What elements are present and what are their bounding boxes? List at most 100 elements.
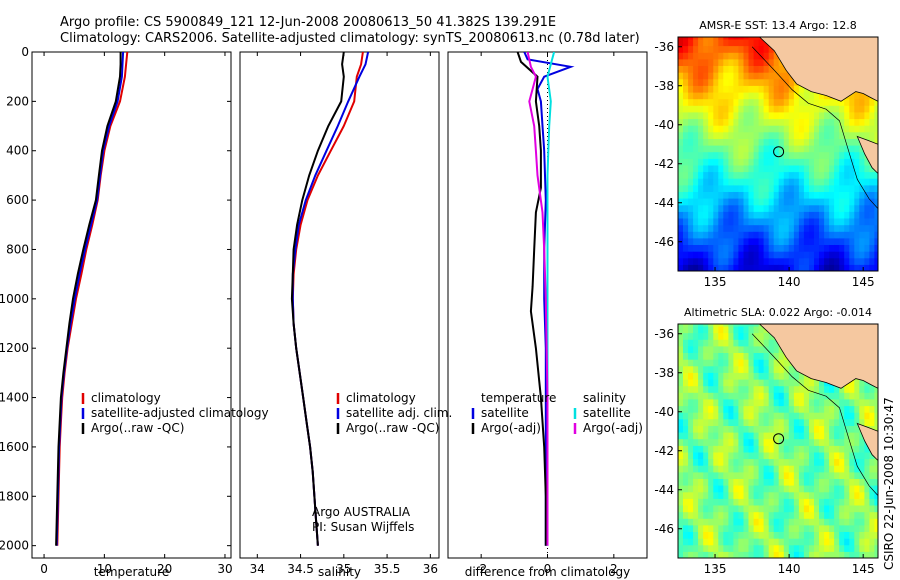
heatmap-cell: [783, 164, 790, 173]
heatmap-cell: [713, 365, 719, 373]
heatmap-cell: [723, 451, 729, 460]
heatmap-cell: [849, 171, 855, 179]
heatmap-cell: [798, 465, 805, 473]
heatmap-cell: [733, 198, 739, 206]
heatmap-cell: [703, 138, 709, 146]
heatmap-cell: [768, 379, 775, 387]
heatmap-cell: [809, 105, 815, 113]
heatmap-cell: [824, 138, 830, 146]
heatmap-cell: [809, 111, 815, 120]
heatmap-cell: [844, 184, 850, 192]
heatmap-cell: [718, 72, 724, 80]
heatmap-cell: [763, 438, 770, 446]
heatmap-cell: [713, 105, 719, 113]
heatmap-cell: [693, 58, 699, 66]
heatmap-cell: [859, 478, 865, 486]
map-title: AMSR-E SST: 13.4 Argo: 12.8: [699, 19, 857, 32]
heatmap-cell: [703, 111, 709, 120]
heatmap-cell: [713, 264, 719, 271]
heatmap-cell: [869, 544, 875, 552]
heatmap-cell: [773, 432, 780, 440]
heatmap-cell: [738, 345, 744, 353]
heatmap-cell: [718, 531, 724, 539]
x-tick-label: 35: [336, 562, 351, 576]
heatmap-cell: [798, 392, 805, 400]
heatmap-cell: [814, 498, 820, 506]
heatmap-cell: [678, 171, 684, 179]
plot-frame-0: [31, 51, 232, 559]
heatmap-cell: [738, 38, 744, 47]
heatmap-cell: [809, 544, 815, 552]
heatmap-cell: [678, 72, 684, 80]
heatmap-cell: [708, 324, 714, 327]
heatmap-cell: [783, 524, 790, 532]
heatmap-cell: [733, 145, 739, 153]
heatmap-cell: [758, 458, 765, 466]
heatmap-cell: [748, 85, 755, 93]
heatmap-cell: [738, 204, 744, 212]
heatmap-cell: [753, 237, 760, 245]
heatmap-cell: [748, 98, 755, 106]
heatmap-cell: [758, 251, 765, 259]
heatmap-cell: [713, 485, 719, 493]
heatmap-cell: [713, 398, 719, 407]
heatmap-cell: [738, 264, 744, 271]
heatmap-cell: [698, 538, 704, 546]
heatmap-cell: [743, 345, 750, 353]
heatmap-cell: [733, 244, 739, 252]
heatmap-cell: [854, 92, 860, 100]
heatmap-cell: [738, 398, 744, 407]
heatmap-cell: [829, 432, 835, 440]
heatmap-cell: [708, 445, 714, 453]
heatmap-cell: [723, 345, 729, 353]
heatmap-cell: [839, 105, 845, 113]
heatmap-cell: [753, 184, 760, 192]
heatmap-cell: [728, 332, 734, 340]
y-tick-label: 1600: [0, 440, 29, 454]
heatmap-cell: [844, 204, 850, 212]
heatmap-cell: [738, 58, 744, 66]
heatmap-cell: [763, 138, 770, 146]
heatmap-cell: [874, 392, 878, 400]
heatmap-cell: [773, 224, 780, 232]
heatmap-cell: [849, 458, 855, 466]
heatmap-cell: [713, 458, 719, 466]
heatmap-cell: [839, 511, 845, 519]
heatmap-cell: [844, 118, 850, 126]
heatmap-cell: [683, 37, 689, 40]
heatmap-cell: [678, 164, 684, 173]
heatmap-cell: [788, 118, 795, 126]
heatmap-cell: [758, 544, 765, 552]
heatmap-cell: [869, 105, 875, 113]
heatmap-cell: [733, 171, 739, 179]
heatmap-cell: [788, 111, 795, 120]
heatmap-cell: [773, 392, 780, 400]
y-tick-label: 2000: [0, 539, 29, 553]
heatmap-cell: [693, 458, 699, 466]
heatmap-cell: [834, 425, 840, 433]
heatmap-cell: [698, 198, 704, 206]
heatmap-cell: [864, 498, 870, 506]
heatmap-cell: [874, 485, 878, 493]
heatmap-cell: [748, 244, 755, 252]
heatmap-cell: [783, 257, 790, 265]
heatmap-cell: [698, 345, 704, 353]
heatmap-cell: [854, 405, 860, 413]
heatmap-cell: [683, 171, 689, 179]
heatmap-cell: [849, 412, 855, 420]
heatmap-cell: [743, 405, 750, 413]
heatmap-cell: [693, 65, 699, 73]
heatmap-cell: [698, 118, 704, 126]
heatmap-cell: [849, 244, 855, 252]
heatmap-cell: [708, 158, 714, 166]
heatmap-cell: [708, 544, 714, 552]
heatmap-cell: [803, 257, 810, 265]
heatmap-cell: [678, 505, 684, 513]
heatmap-cell: [819, 471, 825, 479]
heatmap-cell: [864, 105, 870, 113]
heatmap-cell: [869, 498, 875, 506]
heatmap-cell: [778, 171, 785, 179]
heatmap-cell: [718, 178, 724, 186]
heatmap-cell: [864, 237, 870, 245]
